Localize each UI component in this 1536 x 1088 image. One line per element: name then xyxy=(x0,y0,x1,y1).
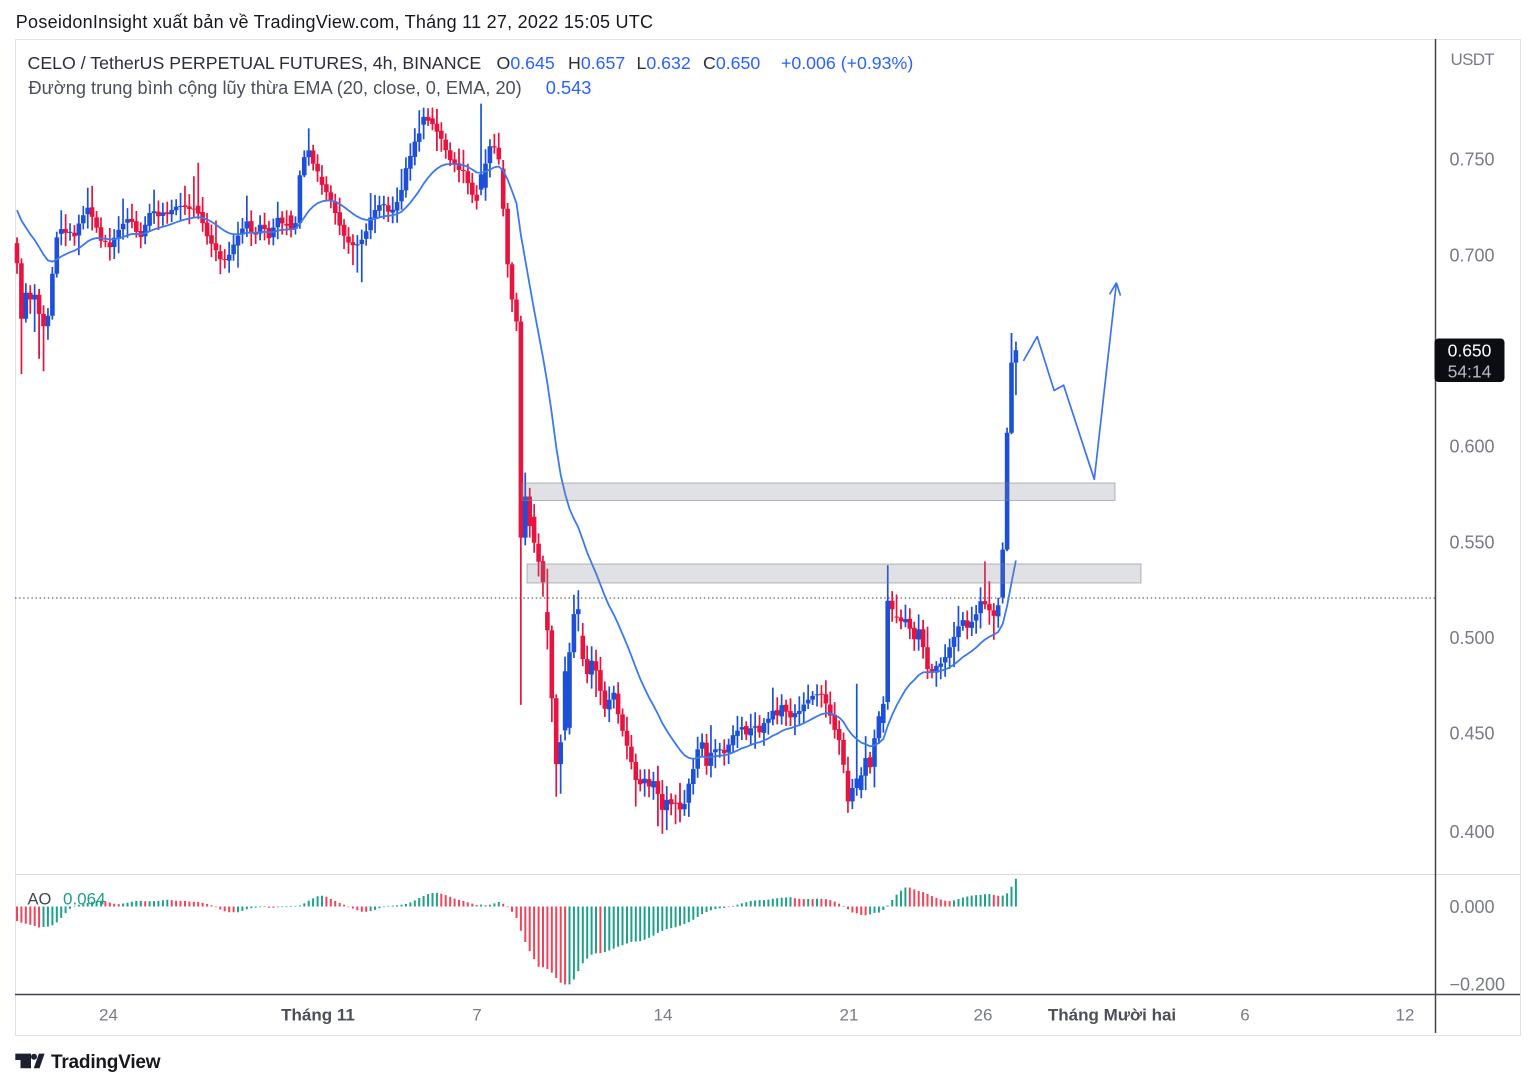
svg-text:0.550: 0.550 xyxy=(1450,533,1495,553)
svg-text:24: 24 xyxy=(99,1006,118,1025)
svg-text:26: 26 xyxy=(974,1006,993,1025)
svg-text:0.750: 0.750 xyxy=(1450,150,1495,170)
svg-text:USDT: USDT xyxy=(1451,50,1495,69)
svg-text:Tháng Mười hai: Tháng Mười hai xyxy=(1048,1006,1176,1025)
svg-text:0.500: 0.500 xyxy=(1450,628,1495,648)
svg-text:0.650: 0.650 xyxy=(1448,340,1492,360)
svg-text:0.400: 0.400 xyxy=(1450,822,1495,842)
svg-text:14: 14 xyxy=(654,1006,673,1025)
svg-text:0.000: 0.000 xyxy=(1450,897,1495,917)
svg-text:AO: AO xyxy=(28,891,52,909)
svg-text:54:14: 54:14 xyxy=(1448,361,1492,381)
svg-text:0.600: 0.600 xyxy=(1450,437,1495,457)
svg-text:0.450: 0.450 xyxy=(1450,724,1495,744)
svg-text:6: 6 xyxy=(1240,1006,1249,1025)
svg-text:C0.650: C0.650 xyxy=(703,53,760,73)
svg-text:CELO / TetherUS PERPETUAL FUTU: CELO / TetherUS PERPETUAL FUTURES, 4h, B… xyxy=(28,53,482,73)
svg-text:L0.632: L0.632 xyxy=(637,53,691,73)
svg-text:Tháng 11: Tháng 11 xyxy=(281,1006,355,1025)
svg-text:O0.645: O0.645 xyxy=(497,53,555,73)
svg-text:12: 12 xyxy=(1396,1006,1415,1025)
svg-text:0.700: 0.700 xyxy=(1450,246,1495,266)
svg-text:−0.200: −0.200 xyxy=(1450,974,1506,994)
svg-text:+0.006 (+0.93%): +0.006 (+0.93%) xyxy=(781,53,913,73)
svg-text:7: 7 xyxy=(472,1006,481,1025)
svg-text:21: 21 xyxy=(840,1006,859,1025)
svg-text:H0.657: H0.657 xyxy=(568,53,625,73)
svg-text:0.064: 0.064 xyxy=(63,890,106,909)
svg-text:0.543: 0.543 xyxy=(546,78,592,98)
svg-text:Đường trung bình cộng lũy thừa: Đường trung bình cộng lũy thừa EMA (20, … xyxy=(29,78,522,98)
